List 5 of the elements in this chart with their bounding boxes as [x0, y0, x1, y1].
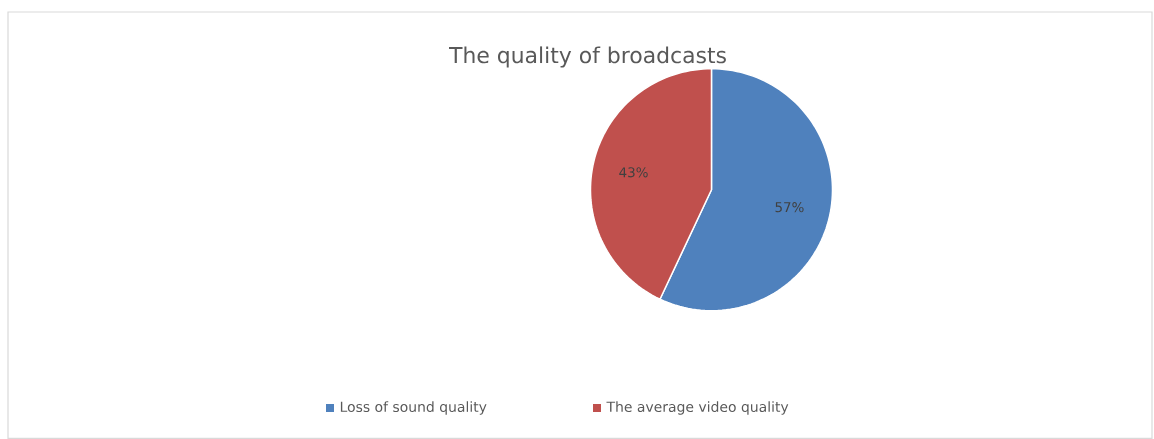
- chart-title: The quality of broadcasts: [449, 46, 726, 68]
- legend-label: Loss of sound quality: [340, 401, 487, 415]
- data-label: 43%: [619, 167, 648, 178]
- data-label: 57%: [775, 202, 804, 213]
- legend-label: The average video quality: [606, 401, 789, 415]
